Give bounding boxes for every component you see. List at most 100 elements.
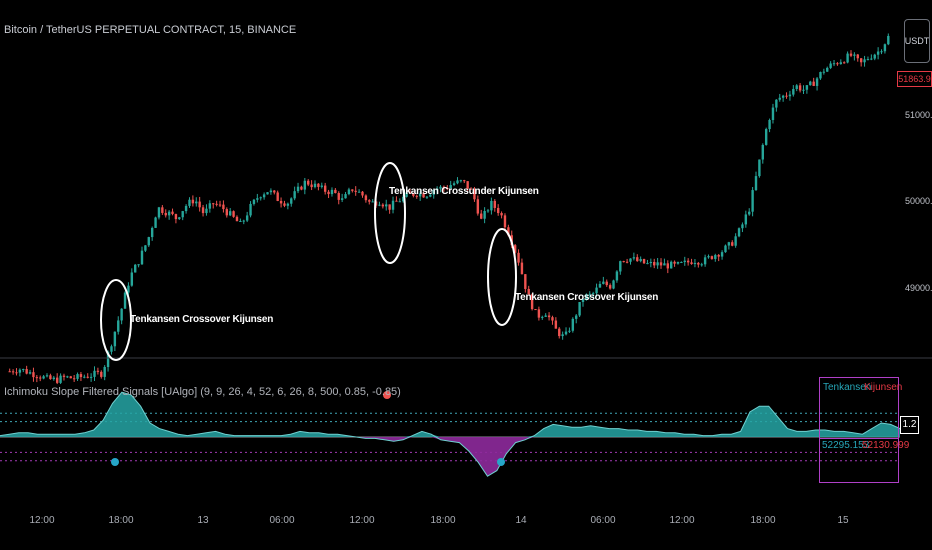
candle-body — [673, 261, 676, 264]
candle-body — [581, 299, 585, 303]
candle-body — [100, 371, 103, 377]
candle-body — [856, 54, 859, 59]
candle-body — [473, 189, 476, 200]
candle-body — [439, 186, 442, 189]
candle-body — [59, 375, 62, 383]
candle-body — [334, 189, 337, 194]
candle-body — [517, 252, 520, 263]
candle-body — [93, 370, 96, 377]
indicator-line — [0, 391, 901, 477]
candle-body — [832, 63, 836, 65]
candle-body — [266, 192, 269, 195]
candle-body — [866, 59, 870, 61]
candle-body — [15, 372, 18, 374]
time-tick: 12:00 — [349, 515, 375, 526]
candle-body — [361, 191, 364, 196]
chart-title: Bitcoin / TetherUS PERPETUAL CONTRACT, 1… — [4, 24, 297, 36]
annotation-crossunder: Tenkansen Crossunder Kijunsen — [389, 186, 539, 197]
candle-body — [222, 204, 225, 210]
candle-body — [873, 54, 876, 59]
candle-body — [303, 180, 307, 190]
candle-body — [632, 257, 636, 259]
candle-body — [415, 195, 418, 197]
signal-dot-sell — [383, 391, 391, 399]
candle-body — [225, 209, 229, 216]
time-tick: 06:00 — [269, 515, 295, 526]
candle-body — [435, 188, 439, 191]
candle-body — [530, 294, 534, 310]
candle-body — [859, 58, 863, 63]
candle-body — [547, 315, 551, 318]
crossunder-circle — [374, 162, 406, 264]
candle-body — [486, 210, 490, 212]
time-tick: 12:00 — [29, 515, 55, 526]
candle-body — [313, 183, 317, 188]
candle-body — [608, 285, 612, 289]
candle-body — [256, 198, 259, 200]
candle-body — [215, 203, 218, 205]
candle-body — [653, 261, 656, 266]
candle-body — [805, 85, 809, 90]
candle-body — [775, 99, 778, 108]
candle-body — [676, 262, 680, 264]
candle-body — [164, 212, 167, 216]
candle-body — [561, 334, 564, 337]
candle-body — [605, 281, 608, 286]
candle-body — [235, 216, 239, 222]
candle-body — [863, 59, 866, 63]
candle-body — [853, 54, 856, 56]
price-tick-51000: 51000.0 — [905, 110, 932, 120]
candle-body — [496, 207, 500, 214]
crossover-circle-1 — [100, 279, 132, 361]
candle-body — [629, 258, 632, 262]
candle-body — [134, 264, 137, 273]
candle-body — [201, 207, 205, 214]
candle-body — [18, 369, 22, 373]
candle-body — [663, 263, 666, 266]
candle-body — [883, 44, 887, 52]
candle-body — [120, 308, 123, 321]
candle-body — [602, 281, 605, 284]
indicator-area-positive — [0, 392, 900, 437]
candle-body — [622, 261, 625, 263]
candle-body — [188, 199, 191, 206]
candle-body — [66, 376, 69, 378]
time-tick: 18:00 — [430, 515, 456, 526]
candle-body — [843, 62, 846, 64]
time-tick: 06:00 — [590, 515, 616, 526]
candle-body — [642, 259, 646, 264]
time-tick: 15 — [837, 515, 849, 526]
candle-body — [571, 318, 575, 331]
currency-button[interactable]: USDT — [904, 19, 930, 63]
candle-body — [113, 331, 117, 347]
candle-body — [300, 186, 303, 190]
candle-body — [714, 255, 717, 259]
candle-body — [724, 245, 727, 253]
crossover-circle-2 — [487, 228, 517, 326]
candle-body — [167, 211, 171, 216]
candle-body — [731, 242, 734, 246]
candle-body — [69, 376, 72, 379]
candle-body — [79, 374, 83, 378]
candle-body — [463, 180, 466, 182]
candle-body — [734, 236, 737, 246]
candle-body — [11, 371, 15, 373]
candle-body — [456, 180, 459, 184]
legend-values-row — [820, 438, 898, 457]
candle-body — [737, 228, 741, 237]
tenkan-value: 52295.153 — [822, 440, 870, 451]
time-tick: 14 — [515, 515, 527, 526]
candle-body — [819, 72, 822, 79]
candle-body — [402, 196, 405, 202]
candle-body — [232, 211, 235, 217]
candle-body — [198, 201, 201, 208]
candle-body — [8, 371, 11, 373]
candle-body — [259, 197, 262, 199]
candle-body — [469, 188, 473, 190]
candle-body — [39, 377, 42, 379]
candle-body — [154, 217, 157, 228]
candle-body — [826, 67, 829, 72]
candle-body — [337, 193, 340, 200]
